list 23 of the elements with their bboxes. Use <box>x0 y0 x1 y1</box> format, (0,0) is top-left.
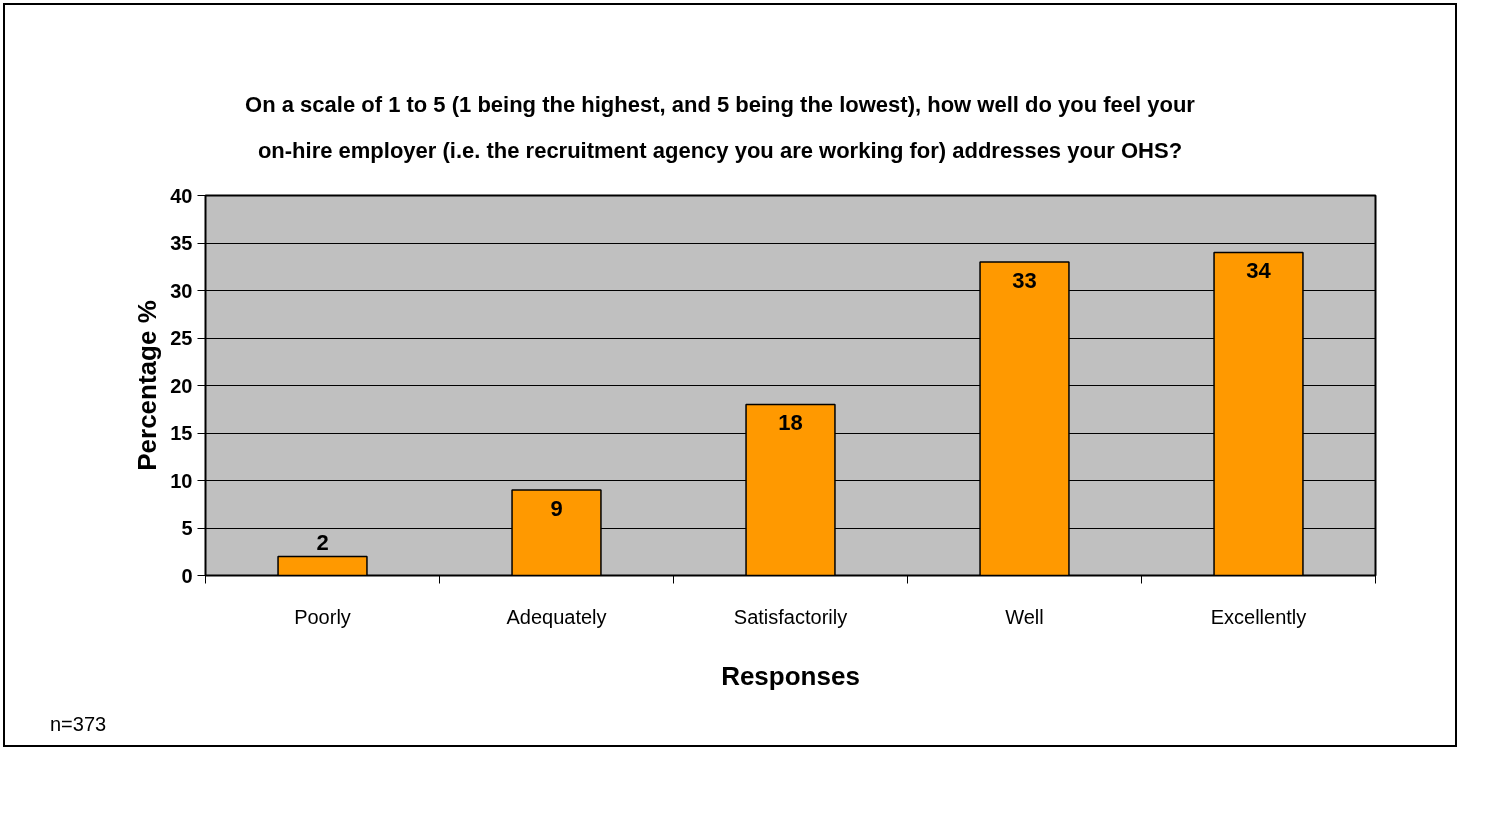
x-tick-label: Excellently <box>1210 605 1307 628</box>
y-tick-label: 30 <box>170 279 193 302</box>
x-tick-label: Poorly <box>294 605 351 628</box>
y-tick-label: 10 <box>170 469 193 492</box>
x-tick-label: Satisfactorily <box>733 605 848 628</box>
y-tick-label: 40 <box>170 184 193 207</box>
text: n=373 <box>50 712 107 737</box>
y-tick-label: 5 <box>181 517 193 539</box>
data-label: 2 <box>316 530 329 555</box>
x-tick-label: Adequately <box>506 605 607 628</box>
y-tick-label: 35 <box>170 232 193 254</box>
y-tick-label: 15 <box>170 422 193 444</box>
data-label: 34 <box>1246 258 1272 283</box>
x-axis-title: Responses <box>721 660 860 691</box>
x-tick-label: Well <box>1005 605 1044 628</box>
y-tick-label: 25 <box>170 327 193 349</box>
y-tick-label: 20 <box>170 374 193 397</box>
data-label: 33 <box>1012 267 1037 293</box>
data-label: 9 <box>550 495 563 521</box>
chart-title: On a scale of 1 to 5 (1 being the highest, and 5 being the lowest), how well do you feel your on-hire employer (i.e. the recruitment agency you are working for) addresses your OHS? <box>244 91 1196 165</box>
data-label: 18 <box>778 410 803 435</box>
y-axis-title: Percentage % <box>132 300 163 471</box>
y-tick-label: 0 <box>181 564 193 587</box>
